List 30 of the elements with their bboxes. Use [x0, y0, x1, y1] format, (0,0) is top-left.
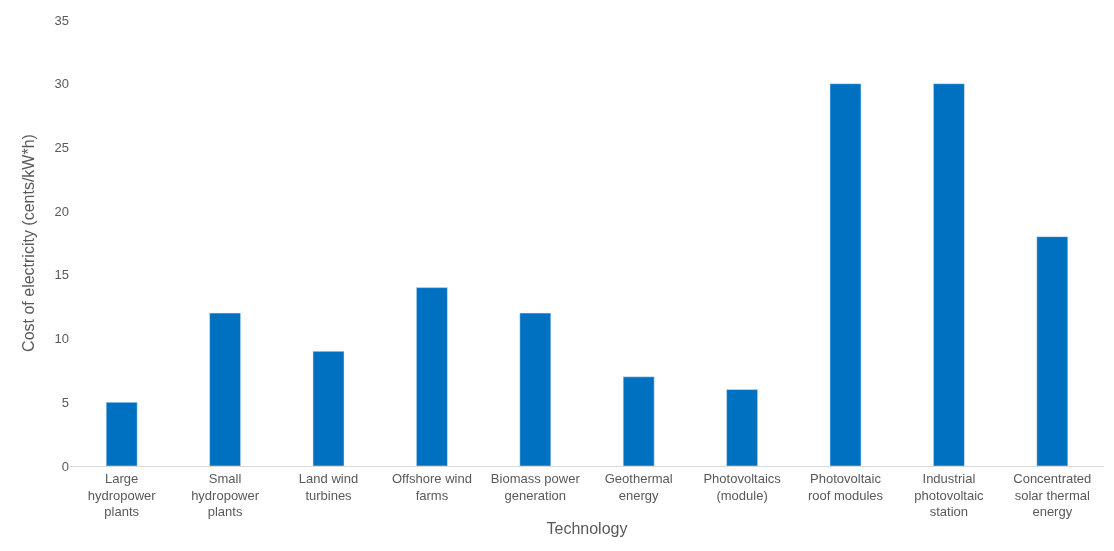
bar: [726, 389, 758, 466]
y-tick-label: 25: [54, 139, 69, 155]
y-tick-label: 20: [54, 203, 69, 219]
y-tick-label: 0: [61, 458, 69, 474]
bar: [622, 376, 655, 466]
x-tick-label: Photovoltaic roof modules: [807, 470, 884, 503]
x-tick-label: Concentrated solar thermal energy: [1013, 470, 1092, 520]
y-tick-label: 35: [54, 12, 69, 28]
bar: [829, 83, 862, 466]
bar: [209, 312, 241, 466]
bar: [416, 287, 448, 466]
x-tick-label: Photovoltaics (module): [703, 470, 782, 503]
bar: [312, 351, 345, 466]
bar: [933, 83, 965, 466]
y-tick-label: 15: [54, 267, 69, 283]
y-axis-title: Cost of electricity (cents/kW*h): [20, 134, 38, 352]
bar: [519, 312, 552, 466]
y-tick-label: 5: [61, 394, 69, 410]
x-tick-label: Small hydropower plants: [191, 470, 260, 520]
x-axis-title: Technology: [546, 520, 628, 538]
y-tick-label: 30: [54, 76, 69, 92]
bar: [1036, 236, 1069, 466]
x-tick-label: Land wind turbines: [298, 470, 359, 503]
x-tick-label: Offshore wind farms: [391, 470, 472, 503]
x-tick-label: Large hydropower plants: [87, 470, 157, 520]
x-tick-label: Biomass power generation: [490, 470, 581, 503]
y-tick-label: 10: [54, 331, 69, 347]
x-tick-label: Industrial photovoltaic station: [914, 470, 985, 520]
x-tick-label: Geothermal energy: [604, 470, 673, 503]
bar: [105, 402, 138, 466]
